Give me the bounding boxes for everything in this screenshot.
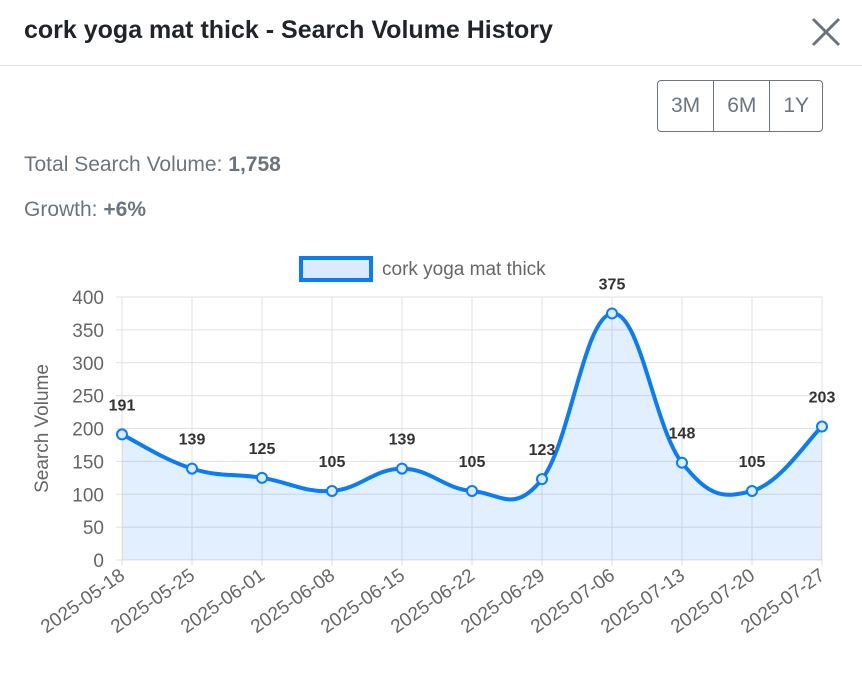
x-tick-label: 2025-06-15 — [317, 565, 409, 638]
data-label: 139 — [389, 432, 416, 449]
y-tick-label: 0 — [93, 551, 104, 572]
stat-value: 1,758 — [228, 153, 281, 176]
x-tick-label: 2025-06-29 — [457, 565, 549, 638]
y-tick-label: 350 — [72, 321, 104, 342]
y-tick-label: 100 — [72, 485, 104, 506]
y-tick-label: 200 — [72, 420, 104, 441]
data-label: 123 — [529, 442, 556, 459]
range-button[interactable]: 3M — [657, 80, 715, 132]
modal-header: cork yoga mat thick - Search Volume Hist… — [0, 0, 862, 66]
x-tick-label: 2025-06-01 — [177, 565, 269, 638]
data-label: 105 — [459, 454, 486, 471]
x-tick-label: 2025-06-08 — [247, 565, 339, 638]
data-label: 139 — [179, 432, 206, 449]
x-tick-label: 2025-07-27 — [737, 565, 829, 638]
x-tick-label: 2025-05-25 — [107, 565, 199, 638]
point — [186, 462, 198, 475]
total-stat: Total Search Volume: 1,758 — [24, 153, 281, 177]
stat-value: +6% — [103, 198, 146, 221]
data-label: 203 — [809, 390, 836, 407]
point — [466, 484, 478, 497]
close-button[interactable] — [810, 16, 842, 48]
y-tick-label: 150 — [72, 452, 104, 473]
point — [116, 428, 128, 441]
stat-label: Growth: — [24, 198, 98, 221]
point — [746, 484, 758, 497]
x-tick-label: 2025-07-06 — [527, 565, 619, 638]
data-label: 375 — [599, 276, 626, 293]
line — [121, 311, 824, 502]
y-tick-label: 250 — [72, 387, 104, 408]
stat-label: Total Search Volume: — [24, 153, 223, 176]
range-button[interactable]: 6M — [713, 80, 771, 132]
data-label: 191 — [109, 397, 136, 414]
legend-label: cork yoga mat thick — [382, 259, 546, 280]
point — [536, 473, 548, 486]
legend-swatch — [299, 256, 373, 282]
area — [122, 313, 822, 560]
y-tick-label: 300 — [72, 354, 104, 375]
growth-stat: Growth: +6% — [24, 198, 146, 222]
x-tick-label: 2025-07-20 — [667, 565, 759, 638]
x-tick-label: 2025-05-18 — [37, 565, 129, 638]
point — [606, 307, 618, 320]
x-tick-label: 2025-06-22 — [387, 565, 479, 638]
modal-title: cork yoga mat thick - Search Volume Hist… — [24, 16, 553, 44]
point — [816, 420, 828, 433]
point — [676, 456, 688, 469]
point — [396, 462, 408, 475]
data-label: 148 — [669, 426, 696, 443]
range-button[interactable]: 1Y — [769, 80, 824, 132]
data-label: 125 — [249, 441, 276, 458]
data-label: 105 — [319, 454, 346, 471]
y-tick-label: 50 — [83, 518, 104, 539]
x-tick-label: 2025-07-13 — [597, 565, 689, 638]
y-axis-title: Search Volume — [32, 364, 53, 493]
range-buttons: 3M 6M 1Y — [657, 80, 824, 132]
point — [256, 471, 268, 484]
data-label: 105 — [739, 454, 766, 471]
y-tick-label: 400 — [72, 288, 104, 309]
point — [326, 484, 338, 497]
